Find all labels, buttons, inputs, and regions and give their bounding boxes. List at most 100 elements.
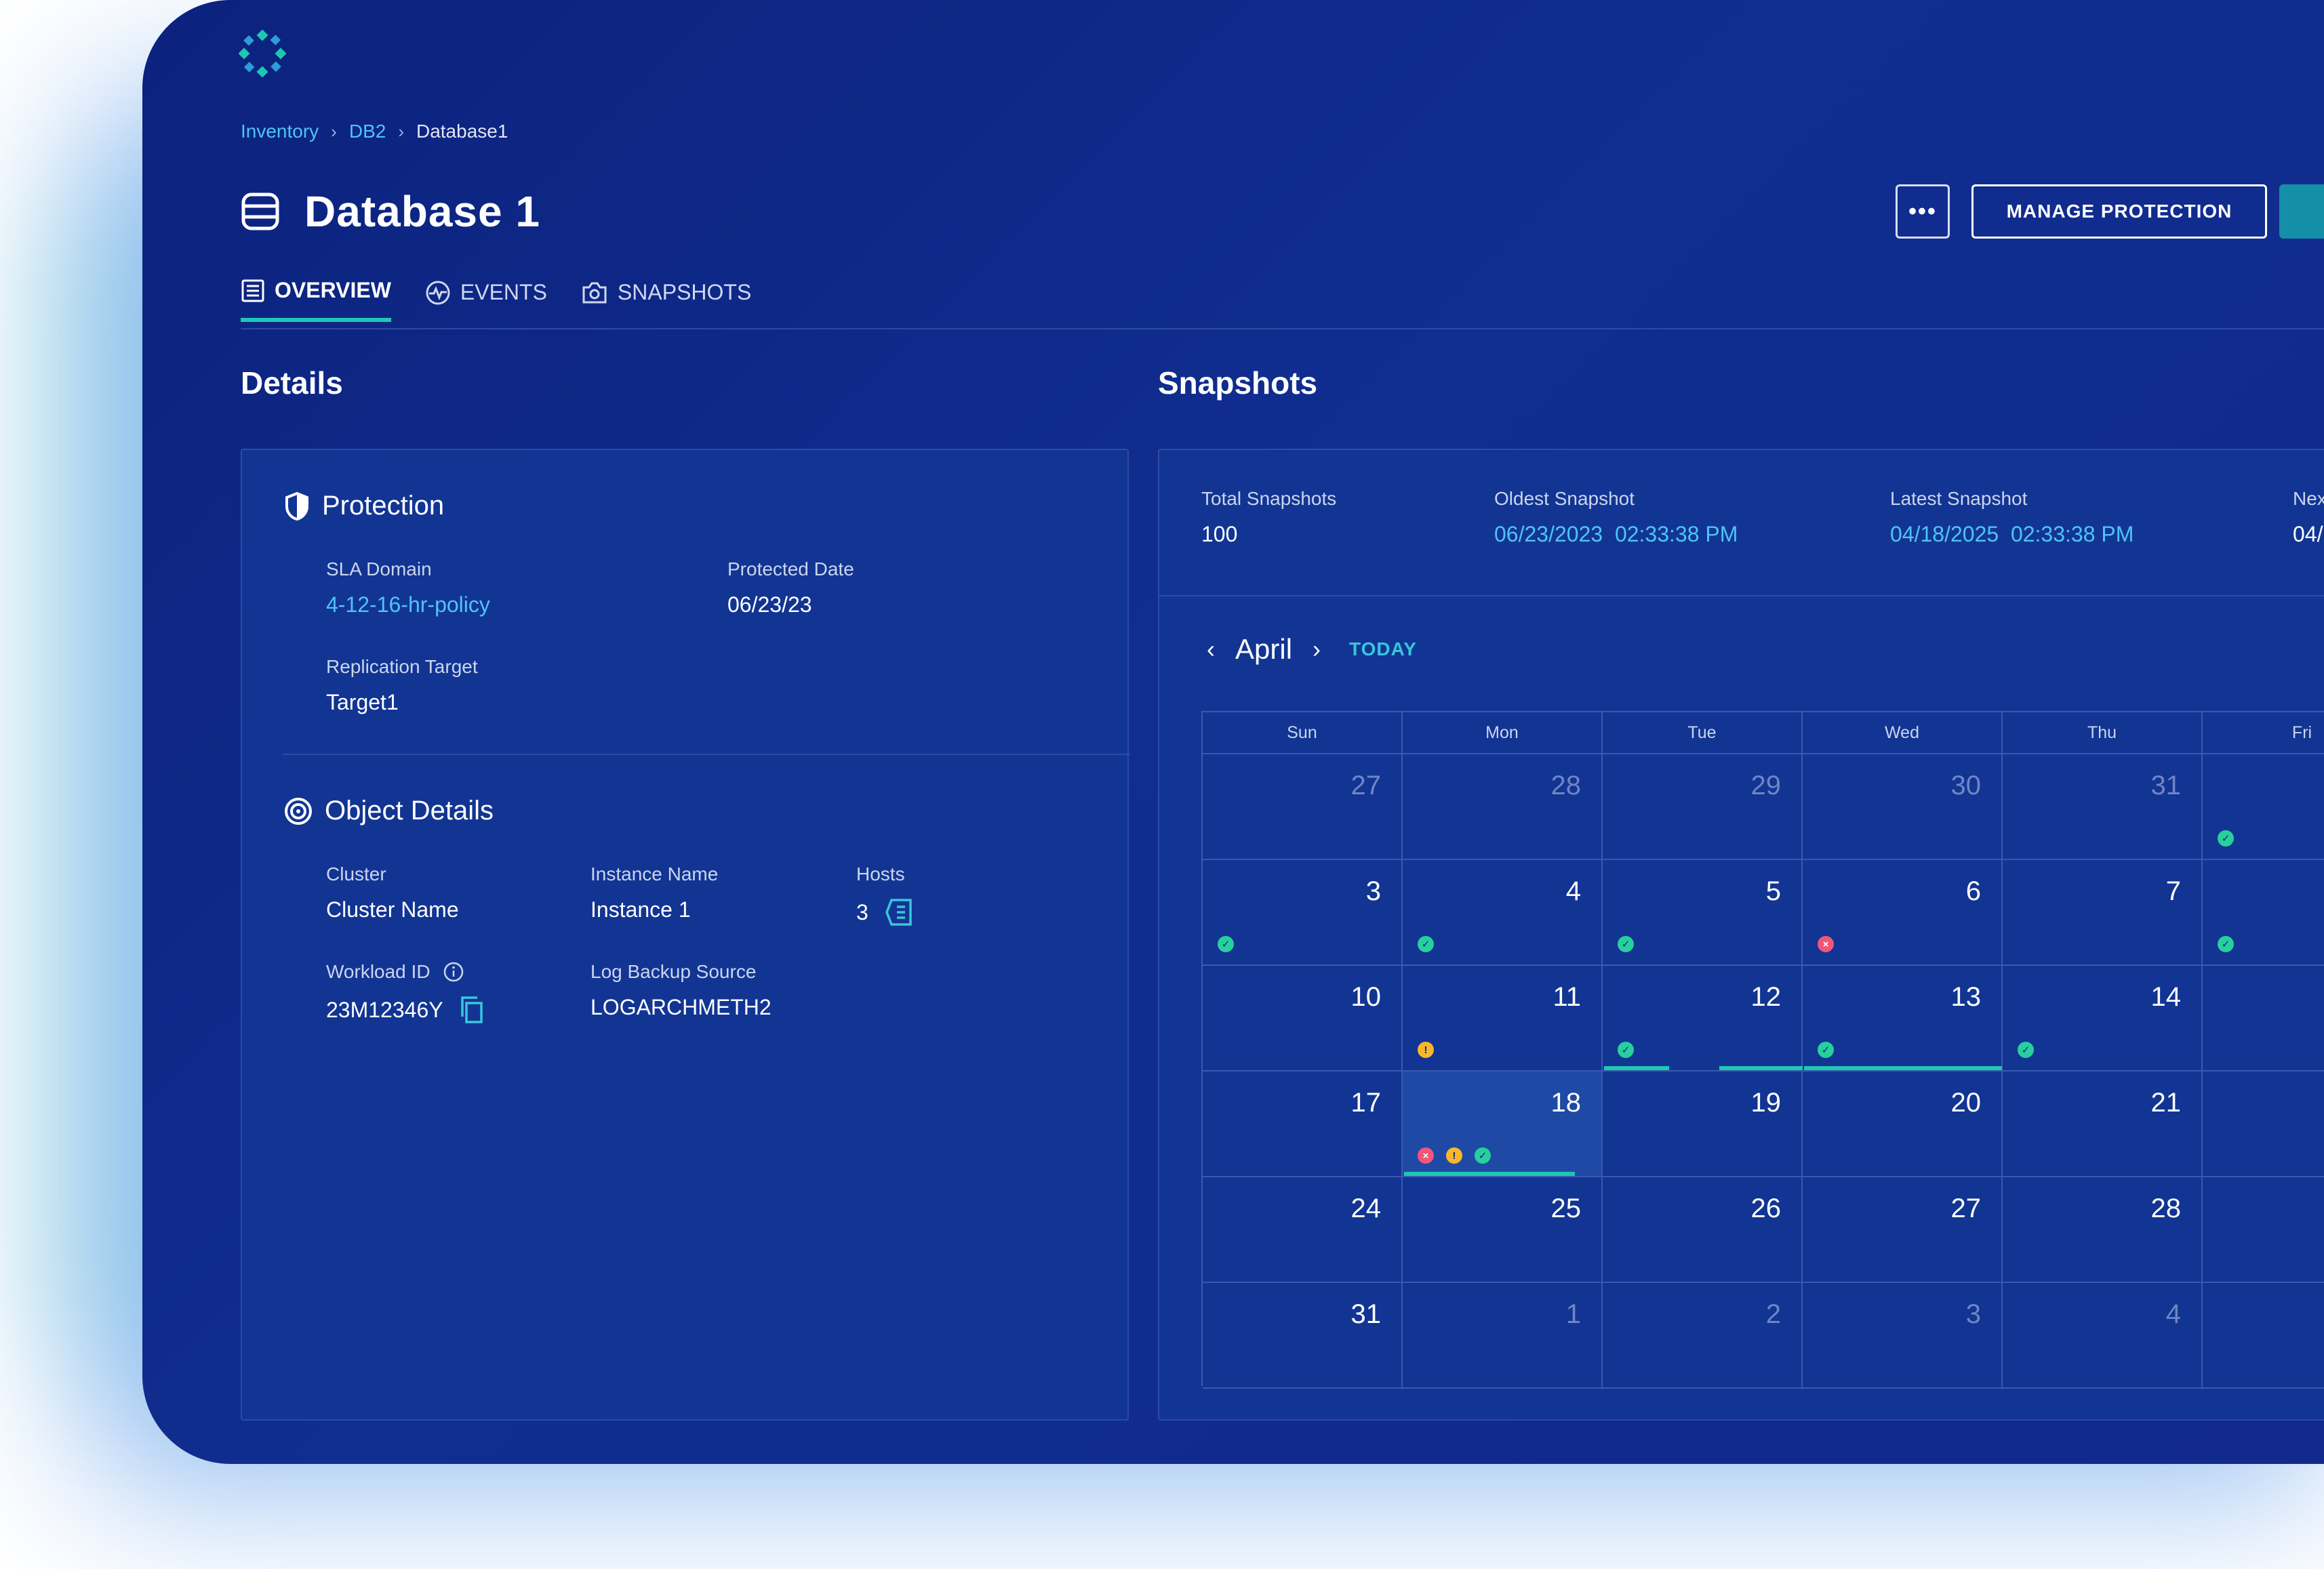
snapshot-status-dots: ✓ xyxy=(2218,936,2234,952)
calendar-day-cell[interactable]: 27 xyxy=(1803,1177,2003,1283)
calendar-day-cell[interactable]: 7 xyxy=(2003,860,2203,966)
error-status-icon[interactable]: × xyxy=(1818,936,1834,952)
weekday-header: Mon xyxy=(1403,712,1603,754)
more-options-button[interactable]: ••• xyxy=(1896,184,1950,239)
calendar-day-cell[interactable]: 10 xyxy=(1203,966,1403,1072)
snapshot-coverage-bar xyxy=(1404,1172,1575,1176)
snapshot-status-dots: ✓ xyxy=(1818,1042,1834,1058)
copy-icon[interactable] xyxy=(460,995,484,1025)
warning-status-icon[interactable]: ! xyxy=(1418,1042,1434,1058)
calendar-day-cell[interactable]: ✓ xyxy=(2203,860,2324,966)
calendar-day-number: 27 xyxy=(1950,1194,1982,1223)
calendar-day-cell[interactable]: 30 xyxy=(1803,754,2003,860)
app-window: Inventory › DB2 › Database1 Database 1 •… xyxy=(142,0,2324,1464)
calendar-day-cell[interactable]: 3 xyxy=(1803,1283,2003,1389)
success-status-icon[interactable]: ✓ xyxy=(1618,1042,1634,1058)
snapshot-status-dots: ✓ xyxy=(1418,936,1434,952)
calendar-day-number: 3 xyxy=(1965,1299,1981,1329)
oldest-snapshot-link[interactable]: 06/23/2023 02:33:38 PM xyxy=(1494,522,1738,546)
calendar-day-cell[interactable]: 4 xyxy=(2003,1283,2203,1389)
calendar-day-cell[interactable]: 21 xyxy=(2003,1072,2203,1177)
calendar-day-cell[interactable]: 3 ✓ xyxy=(1203,860,1403,966)
instance-name-label: Instance Name xyxy=(590,863,719,884)
host-list-icon[interactable] xyxy=(885,897,913,927)
calendar-day-number: 31 xyxy=(1350,1299,1382,1329)
target-icon xyxy=(285,797,312,825)
weekday-header: Sun xyxy=(1203,712,1403,754)
tab-overview[interactable]: OVERVIEW xyxy=(241,278,391,322)
tab-bar: OVERVIEW EVENTS SNAPSHOTS xyxy=(241,278,751,322)
calendar-day-cell[interactable]: 31 xyxy=(2003,754,2203,860)
snapshots-heading: Snapshots xyxy=(1158,365,1318,401)
cluster-label: Cluster xyxy=(326,863,386,884)
calendar-day-cell[interactable]: 29 xyxy=(1603,754,1803,860)
calendar-day-cell[interactable]: 12 ✓ xyxy=(1603,966,1803,1072)
calendar-day-cell[interactable] xyxy=(2203,966,2324,1072)
calendar-day-cell[interactable]: 11! xyxy=(1403,966,1603,1072)
calendar-day-cell[interactable]: 25 xyxy=(1403,1177,1603,1283)
calendar-day-cell[interactable]: 14 ✓ xyxy=(2003,966,2203,1072)
calendar-day-number: 14 xyxy=(2150,982,2182,1012)
success-status-icon[interactable]: ✓ xyxy=(1475,1147,1491,1164)
calendar-day-cell[interactable]: 2 xyxy=(1603,1283,1803,1389)
success-status-icon[interactable]: ✓ xyxy=(2218,830,2234,847)
today-button[interactable]: TODAY xyxy=(1349,638,1417,659)
success-status-icon[interactable]: ✓ xyxy=(1418,936,1434,952)
snapshot-status-dots: ✓ xyxy=(1218,936,1234,952)
success-status-icon[interactable]: ✓ xyxy=(1618,936,1634,952)
calendar-day-cell[interactable]: 6 × xyxy=(1803,860,2003,966)
calendar-day-number: 30 xyxy=(1950,771,1982,800)
chevron-left-icon[interactable]: ‹ xyxy=(1207,635,1215,663)
activity-icon xyxy=(426,281,450,304)
success-status-icon[interactable]: ✓ xyxy=(1818,1042,1834,1058)
calendar-day-cell[interactable]: 17 xyxy=(1203,1072,1403,1177)
sla-domain-label: SLA Domain xyxy=(326,558,432,579)
primary-action-button[interactable] xyxy=(2279,184,2324,239)
snapshot-status-dots: ×! ✓ xyxy=(1418,1147,1491,1164)
calendar-day-cell[interactable]: 19 xyxy=(1603,1072,1803,1177)
calendar-day-cell[interactable]: 13 ✓ xyxy=(1803,966,2003,1072)
info-icon[interactable] xyxy=(443,961,464,983)
tab-snapshots[interactable]: SNAPSHOTS xyxy=(581,278,751,322)
chevron-right-icon[interactable]: › xyxy=(1313,635,1321,663)
success-status-icon[interactable]: ✓ xyxy=(2018,1042,2034,1058)
camera-icon xyxy=(582,282,607,303)
latest-snapshot-link[interactable]: 04/18/2025 02:33:38 PM xyxy=(1890,522,2134,546)
calendar-day-number: 24 xyxy=(1350,1194,1382,1223)
calendar-day-cell[interactable]: 28 xyxy=(1403,754,1603,860)
calendar-day-number: 19 xyxy=(1750,1088,1782,1118)
breadcrumb-db2[interactable]: DB2 xyxy=(348,121,386,142)
error-status-icon[interactable]: × xyxy=(1418,1147,1434,1164)
calendar-day-cell[interactable]: 31 xyxy=(1203,1283,1403,1389)
manage-protection-button[interactable]: MANAGE PROTECTION xyxy=(1971,184,2267,239)
calendar-day-cell[interactable]: 28 xyxy=(2003,1177,2203,1283)
calendar-day-number: 13 xyxy=(1950,982,1982,1012)
workload-id-value-group: 23M12346Y xyxy=(326,995,484,1025)
calendar-day-cell[interactable]: 5 ✓ xyxy=(1603,860,1803,966)
breadcrumb-inventory[interactable]: Inventory xyxy=(241,121,319,142)
hosts-value-group: 3 xyxy=(856,897,913,927)
calendar-day-cell[interactable]: 26 xyxy=(1603,1177,1803,1283)
chevron-right-icon: › xyxy=(398,121,404,142)
calendar-day-cell[interactable]: 1 xyxy=(1403,1283,1603,1389)
sla-domain-link[interactable]: 4-12-16-hr-policy xyxy=(326,592,490,617)
calendar-day-cell[interactable]: 20 xyxy=(1803,1072,2003,1177)
calendar-day-cell[interactable] xyxy=(2203,1177,2324,1283)
calendar-day-number: 6 xyxy=(1965,876,1981,906)
workload-id-label: Workload ID xyxy=(326,961,430,982)
snapshot-status-dots: ✓ xyxy=(1618,936,1634,952)
calendar-day-number: 18 xyxy=(1550,1088,1582,1118)
next-snapshot-value: 04/1 xyxy=(2293,522,2324,546)
success-status-icon[interactable]: ✓ xyxy=(2218,936,2234,952)
warning-status-icon[interactable]: ! xyxy=(1446,1147,1462,1164)
success-status-icon[interactable]: ✓ xyxy=(1218,936,1234,952)
calendar-day-cell[interactable]: ✓ xyxy=(2203,754,2324,860)
tab-events[interactable]: EVENTS xyxy=(425,278,547,322)
calendar-day-number: 10 xyxy=(1350,982,1382,1012)
calendar-day-cell[interactable]: 24 xyxy=(1203,1177,1403,1283)
calendar-day-cell[interactable] xyxy=(2203,1072,2324,1177)
calendar-day-cell[interactable]: 4 ✓ xyxy=(1403,860,1603,966)
calendar-day-cell[interactable] xyxy=(2203,1283,2324,1389)
calendar-day-cell[interactable]: 18 ×! ✓ xyxy=(1403,1072,1603,1177)
calendar-day-cell[interactable]: 27 xyxy=(1203,754,1403,860)
